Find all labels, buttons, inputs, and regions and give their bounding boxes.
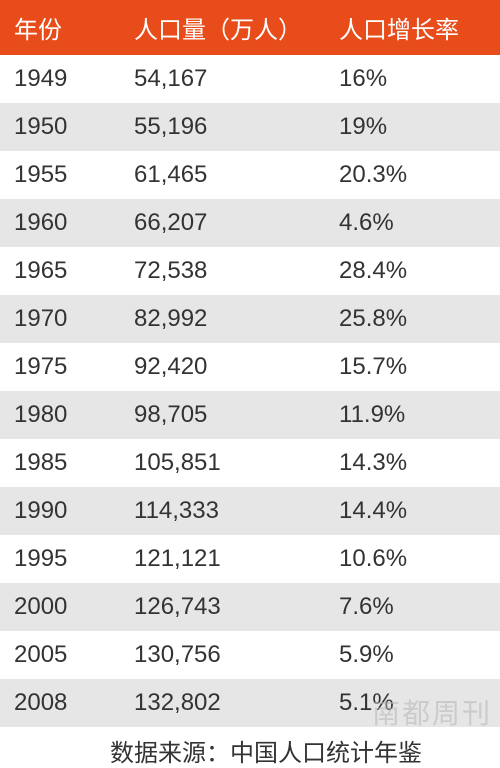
cell-population: 132,802 <box>120 679 325 727</box>
cell-growth: 16% <box>325 55 500 103</box>
cell-population: 72,538 <box>120 247 325 295</box>
table-row: 1985105,85114.3% <box>0 439 500 487</box>
table-header-row: 年份 人口量（万人） 人口增长率 <box>0 0 500 55</box>
cell-growth: 14.4% <box>325 487 500 535</box>
cell-growth: 28.4% <box>325 247 500 295</box>
table-row: 197592,42015.7% <box>0 343 500 391</box>
cell-year: 2005 <box>0 631 120 679</box>
table-row: 195561,46520.3% <box>0 151 500 199</box>
col-header-population: 人口量（万人） <box>120 0 325 55</box>
cell-year: 1960 <box>0 199 120 247</box>
cell-population: 82,992 <box>120 295 325 343</box>
cell-population: 105,851 <box>120 439 325 487</box>
cell-population: 126,743 <box>120 583 325 631</box>
cell-year: 1985 <box>0 439 120 487</box>
cell-growth: 14.3% <box>325 439 500 487</box>
cell-growth: 10.6% <box>325 535 500 583</box>
cell-growth: 25.8% <box>325 295 500 343</box>
col-header-year: 年份 <box>0 0 120 55</box>
population-table: 年份 人口量（万人） 人口增长率 194954,16716%195055,196… <box>0 0 500 727</box>
cell-year: 2008 <box>0 679 120 727</box>
cell-population: 61,465 <box>120 151 325 199</box>
cell-year: 1980 <box>0 391 120 439</box>
cell-growth: 5.9% <box>325 631 500 679</box>
table-row: 2000126,7437.6% <box>0 583 500 631</box>
cell-population: 114,333 <box>120 487 325 535</box>
table-row: 2008132,8025.1% <box>0 679 500 727</box>
table-row: 1990114,33314.4% <box>0 487 500 535</box>
cell-growth: 4.6% <box>325 199 500 247</box>
table-row: 197082,99225.8% <box>0 295 500 343</box>
cell-year: 1965 <box>0 247 120 295</box>
cell-year: 1950 <box>0 103 120 151</box>
cell-population: 54,167 <box>120 55 325 103</box>
cell-growth: 15.7% <box>325 343 500 391</box>
cell-growth: 11.9% <box>325 391 500 439</box>
cell-year: 2000 <box>0 583 120 631</box>
table-row: 196572,53828.4% <box>0 247 500 295</box>
table-row: 2005130,7565.9% <box>0 631 500 679</box>
cell-year: 1949 <box>0 55 120 103</box>
cell-growth: 5.1% <box>325 679 500 727</box>
cell-year: 1995 <box>0 535 120 583</box>
table-row: 194954,16716% <box>0 55 500 103</box>
table-row: 195055,19619% <box>0 103 500 151</box>
cell-population: 55,196 <box>120 103 325 151</box>
cell-population: 92,420 <box>120 343 325 391</box>
cell-year: 1970 <box>0 295 120 343</box>
table-body: 194954,16716%195055,19619%195561,46520.3… <box>0 55 500 727</box>
cell-growth: 20.3% <box>325 151 500 199</box>
cell-growth: 7.6% <box>325 583 500 631</box>
cell-population: 98,705 <box>120 391 325 439</box>
table-row: 198098,70511.9% <box>0 391 500 439</box>
cell-population: 66,207 <box>120 199 325 247</box>
cell-year: 1990 <box>0 487 120 535</box>
table-row: 196066,2074.6% <box>0 199 500 247</box>
cell-year: 1955 <box>0 151 120 199</box>
data-source: 数据来源：中国人口统计年鉴 <box>0 727 500 768</box>
table-row: 1995121,12110.6% <box>0 535 500 583</box>
cell-population: 121,121 <box>120 535 325 583</box>
cell-growth: 19% <box>325 103 500 151</box>
cell-year: 1975 <box>0 343 120 391</box>
cell-population: 130,756 <box>120 631 325 679</box>
col-header-growth: 人口增长率 <box>325 0 500 55</box>
